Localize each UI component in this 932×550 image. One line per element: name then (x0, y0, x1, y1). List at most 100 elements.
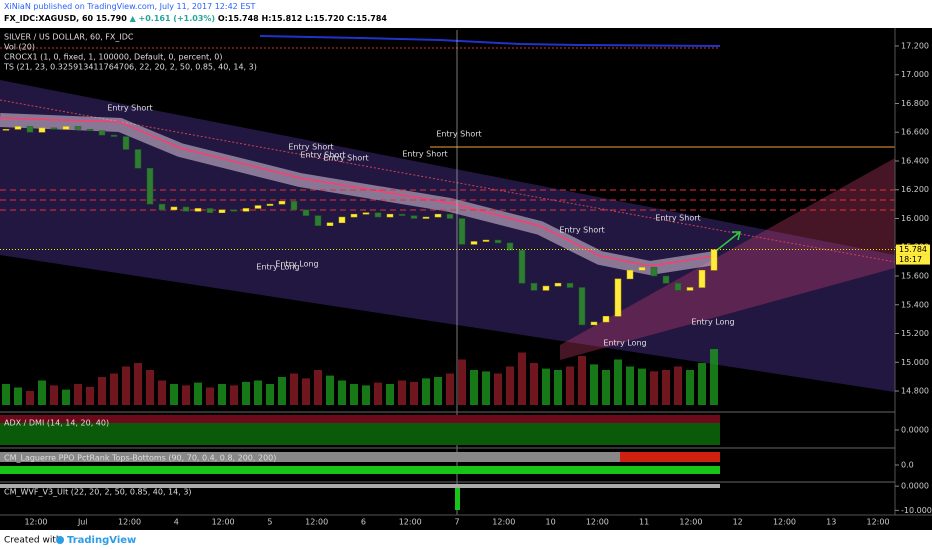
volume-bar (590, 364, 598, 405)
volume-bar (338, 380, 346, 405)
annotation: Entry Long (603, 339, 646, 348)
candle (470, 241, 478, 245)
candle (410, 215, 418, 219)
volume-bar (362, 385, 370, 405)
volume-bar (14, 387, 22, 405)
ma-line (0, 117, 716, 267)
candle (146, 167, 154, 205)
candle (434, 213, 442, 218)
candle (638, 267, 646, 271)
candle (566, 282, 574, 288)
laguerre-fill (0, 452, 720, 462)
x-tick-label: 12:00 (118, 518, 141, 527)
x-tick-label: 12:00 (586, 518, 609, 527)
volume-bar (662, 370, 670, 405)
candle (302, 209, 310, 216)
candle (386, 213, 394, 218)
candle (578, 287, 586, 326)
brand[interactable]: TradingView (67, 535, 136, 546)
volume-bar (638, 368, 646, 405)
footer-text: Created with (4, 536, 62, 546)
volume-bar (542, 368, 550, 405)
candle (266, 203, 274, 206)
volume-bar (410, 381, 418, 405)
candle (14, 126, 22, 130)
candle (662, 275, 670, 284)
candle (674, 282, 682, 291)
volume-bar (62, 389, 70, 405)
volume-bar (686, 370, 694, 405)
volume-bar (278, 377, 286, 405)
x-tick-label: 4 (174, 518, 179, 527)
candle (710, 249, 718, 271)
candle (2, 129, 10, 131)
x-tick-label: 12:00 (773, 518, 796, 527)
volume-bar (386, 384, 394, 405)
volume-bar (242, 381, 250, 405)
annotation: Entry Short (323, 154, 368, 163)
candle (278, 200, 286, 205)
candle (158, 203, 166, 211)
y-tick-label: -10.0000 (901, 506, 932, 515)
volume-bar (86, 386, 94, 405)
volume-bar (602, 370, 610, 405)
volume-bar (50, 385, 58, 405)
candle (98, 130, 106, 136)
adx-fill (0, 415, 720, 423)
logo[interactable] (56, 536, 64, 544)
candle (254, 205, 262, 209)
volume-bar (182, 385, 190, 405)
annotation: Entry Short (288, 143, 333, 152)
candle (74, 126, 82, 130)
ma-band (0, 113, 717, 276)
y-tick-label: 14.800 (901, 387, 929, 396)
y-tick-label: 16.600 (901, 128, 929, 137)
y-tick-label: 15.600 (901, 272, 929, 281)
volume-bar (230, 385, 238, 405)
candle (338, 216, 346, 224)
legend-entry: Vol (20) (4, 43, 35, 52)
volume-bar (134, 363, 142, 405)
candle (242, 208, 250, 212)
candle (554, 282, 562, 287)
volume-bar (194, 382, 202, 405)
x-tick-label: 12:00 (212, 518, 235, 527)
candle (218, 209, 226, 213)
symbol: FX_IDC:XAGUSD, 60 (4, 14, 94, 23)
upper-band (259, 35, 721, 47)
annotation: Entry Short (402, 150, 447, 159)
volume-bar (374, 382, 382, 405)
candle (518, 249, 526, 284)
x-tick-label: 13 (826, 518, 836, 527)
pane-title: CM_WVF_V3_Ult (22, 20, 2, 50, 0.85, 40, … (4, 488, 192, 497)
x-tick-label: 12 (733, 518, 743, 527)
candle (614, 278, 622, 317)
candle (374, 212, 382, 218)
candle (422, 216, 430, 219)
volume-bar (38, 380, 46, 405)
y-tick-label: 0.0 (901, 461, 914, 470)
y-tick-label: 17.200 (901, 41, 929, 50)
y-tick-label: 0.0000 (901, 426, 929, 435)
y-tick-label: 15.200 (901, 329, 929, 338)
candle (122, 136, 130, 150)
volume-bar (350, 384, 358, 405)
volume-bar (26, 391, 34, 405)
footer-bg (0, 530, 932, 550)
candle (446, 213, 454, 219)
volume-bar (74, 384, 82, 405)
y-tick-label: 0.0000 (901, 482, 929, 491)
volume-bar (530, 363, 538, 405)
candle (458, 218, 466, 245)
volume-bar (566, 366, 574, 405)
y-tick-label: 15.400 (901, 300, 929, 309)
candle (170, 206, 178, 211)
wvf-fill (0, 484, 720, 488)
volume-bar (674, 366, 682, 405)
candle (182, 206, 190, 212)
volume-bar (314, 370, 322, 405)
pane-title: ADX / DMI (14, 14, 20, 40) (4, 419, 109, 428)
x-tick-label: 7 (454, 518, 459, 527)
volume-bar (254, 380, 262, 405)
